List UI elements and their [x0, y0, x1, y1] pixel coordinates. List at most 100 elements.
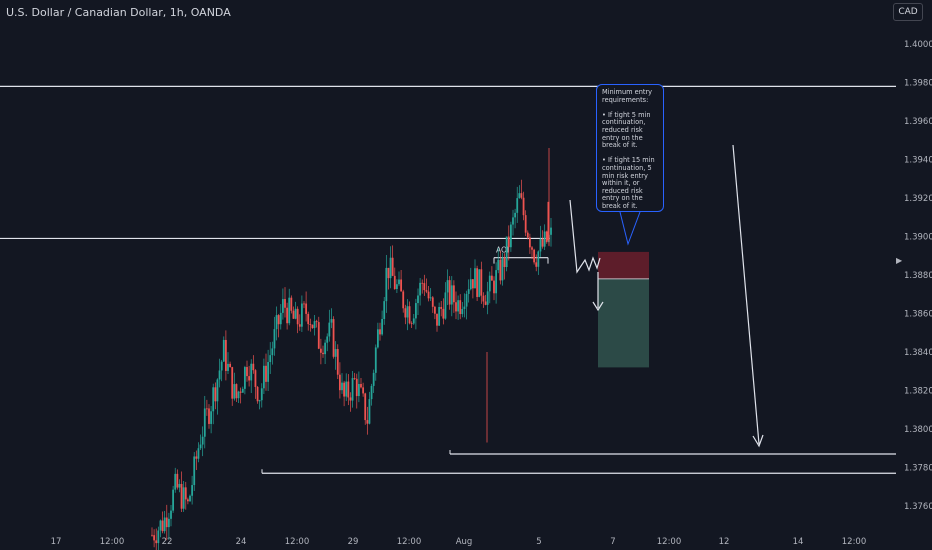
candle-body: [284, 299, 286, 308]
candle-body: [370, 385, 373, 400]
time-tick-label: 12:00: [100, 537, 125, 547]
candle-body: [254, 370, 257, 387]
candle-body: [163, 517, 166, 532]
candle-body: [201, 436, 204, 445]
chart-title: U.S. Dollar / Canadian Dollar, 1h, OANDA: [6, 6, 231, 19]
candle-body: [362, 387, 365, 394]
candle-body: [368, 399, 371, 424]
time-tick-label: 12: [719, 537, 730, 547]
candle-body: [376, 329, 379, 348]
candle-body: [231, 367, 234, 399]
candle-body: [239, 391, 242, 393]
candle-body: [157, 530, 160, 544]
candle-body: [203, 408, 206, 437]
candle-body: [543, 231, 546, 247]
candle-body: [448, 280, 451, 305]
candle-body: [408, 306, 411, 324]
candle-body: [471, 279, 474, 289]
candle-body: [262, 365, 265, 389]
candle-body: [469, 279, 472, 290]
time-tick-label: Aug: [456, 537, 473, 547]
candle-body: [476, 268, 479, 297]
candle-body: [524, 215, 527, 233]
candle-body: [159, 520, 162, 531]
candle-body: [214, 387, 217, 402]
take-profit-zone: [598, 278, 649, 368]
time-tick-label: 29: [348, 537, 359, 547]
candle-body: [503, 257, 506, 268]
candle-body: [457, 300, 460, 312]
candle-body: [265, 365, 267, 382]
candle-body: [303, 303, 305, 305]
candle-body: [336, 349, 339, 375]
candle-body: [436, 313, 438, 326]
time-tick-label: 7: [610, 537, 615, 547]
candle-body: [233, 384, 236, 399]
candle-body: [433, 306, 436, 314]
price-tick-label: 1.39800: [904, 79, 932, 89]
entry-requirements-callout[interactable]: Minimum entry requirements: • If tight 5…: [596, 84, 664, 212]
candle-body: [419, 282, 422, 296]
callout-pointer: [619, 211, 641, 246]
candle-body: [172, 489, 175, 511]
candle-body: [279, 312, 282, 325]
candle-body: [495, 270, 498, 294]
scale-arrow-icon[interactable]: ▶: [896, 256, 903, 265]
candle-body: [438, 306, 441, 326]
candle-body: [174, 473, 177, 490]
candle-body: [545, 231, 548, 243]
time-tick-label: 12:00: [657, 537, 682, 547]
candle-body: [258, 400, 261, 402]
candle-body: [355, 378, 358, 397]
candle-body: [518, 193, 521, 199]
candle-body: [349, 397, 352, 401]
candle-body: [186, 499, 189, 502]
candle-body: [387, 267, 390, 279]
candle-body: [391, 257, 394, 276]
candle-body: [353, 378, 356, 379]
candle-body: [292, 310, 295, 319]
candle-body: [444, 292, 447, 319]
time-tick-label: 12:00: [285, 537, 310, 547]
candle-body: [313, 321, 316, 329]
candle-body: [195, 456, 198, 459]
candle-body: [533, 249, 536, 263]
candle-body: [256, 386, 259, 402]
time-tick-label: 14: [793, 537, 804, 547]
candle-body: [467, 289, 470, 294]
candle-body: [182, 487, 185, 509]
candle-body: [493, 280, 495, 294]
price-tick-label: 1.37800: [904, 464, 932, 474]
candle-body: [250, 363, 253, 381]
candle-body: [170, 510, 172, 519]
candle-body: [364, 393, 367, 421]
candle-body: [360, 383, 362, 388]
candle-body: [374, 347, 377, 373]
candle-body: [412, 318, 415, 324]
price-tick-label: 1.38200: [904, 387, 932, 397]
candle-body: [414, 303, 417, 319]
candle-body: [383, 301, 386, 320]
candle-body: [224, 339, 227, 371]
candle-body: [539, 238, 542, 252]
candle-body: [222, 339, 225, 362]
candle-body: [421, 282, 424, 284]
candle-body: [547, 201, 550, 241]
candle-body: [450, 285, 453, 305]
candle-body: [528, 237, 531, 248]
candle-body: [431, 297, 434, 307]
currency-button[interactable]: CAD: [893, 3, 923, 21]
candle-body: [427, 291, 430, 299]
candle-body: [497, 259, 500, 271]
candle-body: [273, 329, 276, 349]
candle-body: [243, 367, 246, 389]
candle-body: [474, 268, 476, 289]
candle-body: [332, 319, 335, 357]
price-tick-label: 1.38800: [904, 271, 932, 281]
candle-body: [288, 297, 291, 324]
candle-body: [275, 315, 278, 330]
candle-body: [208, 408, 210, 424]
time-tick-label: 22: [162, 537, 173, 547]
price-tick-label: 1.38000: [904, 425, 932, 435]
